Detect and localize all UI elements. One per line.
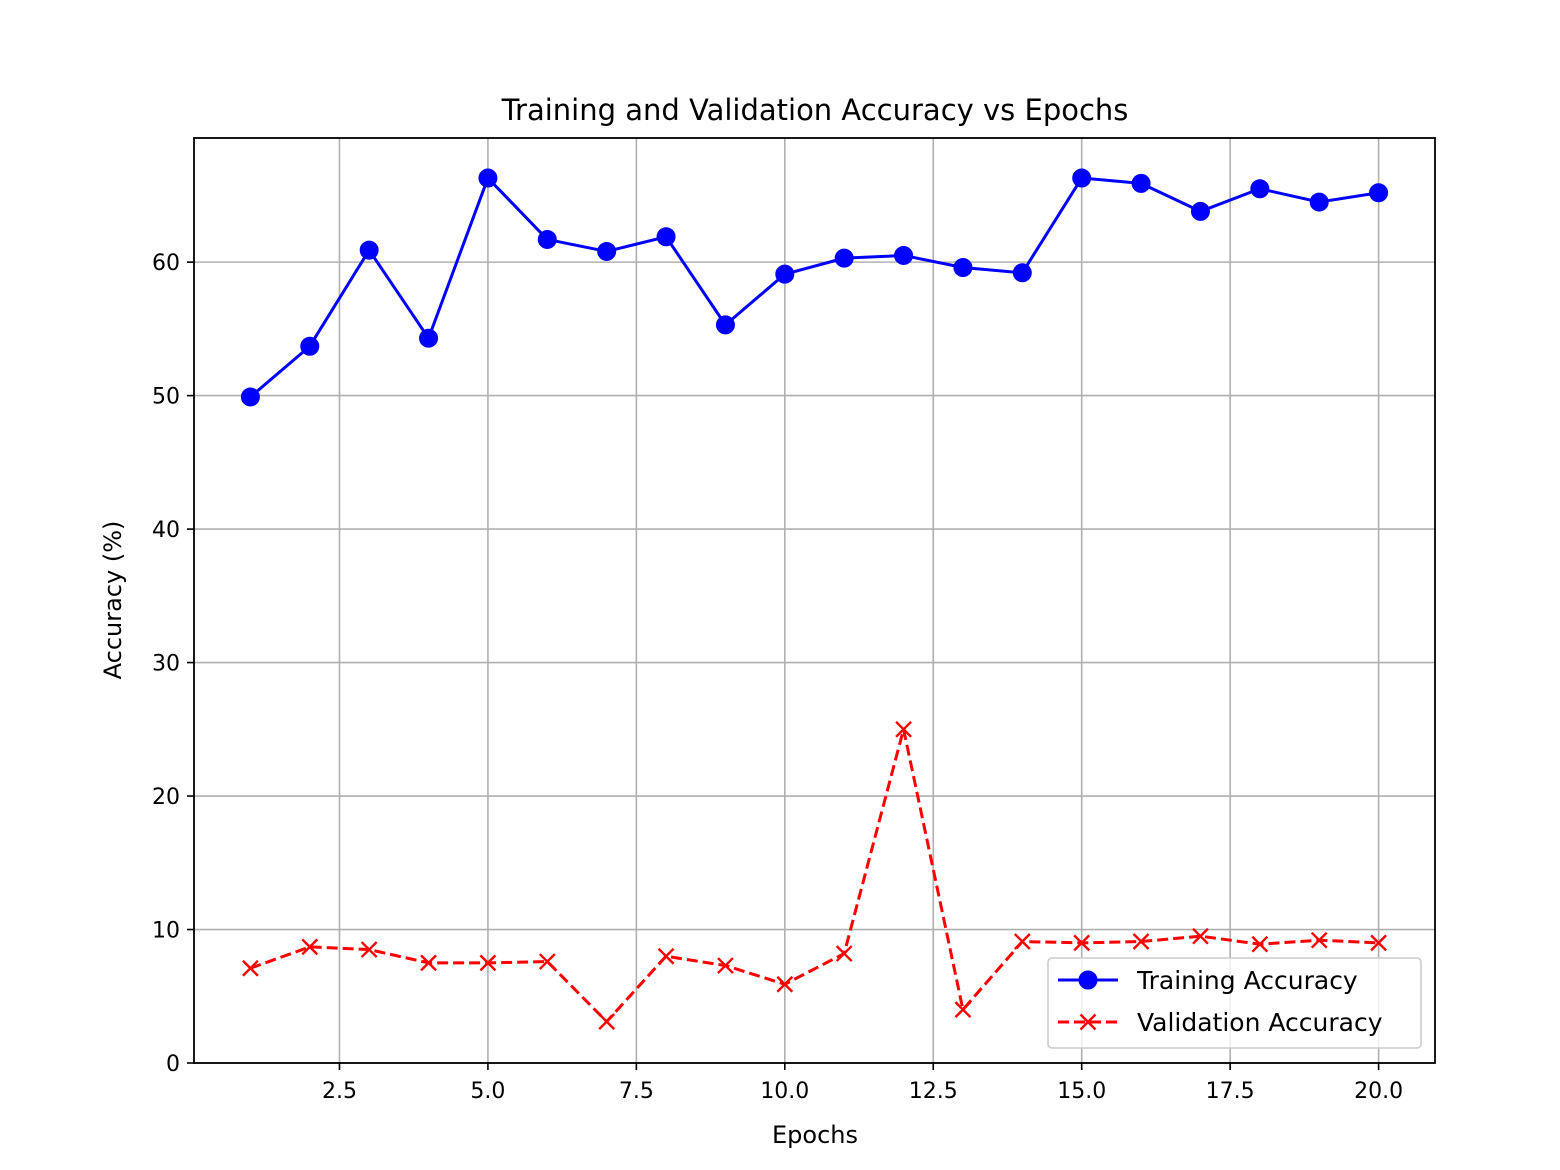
legend-box	[1047, 957, 1422, 1049]
data-point	[598, 1013, 616, 1030]
data-point	[1012, 263, 1032, 283]
x-axis: 2.5 5.0 7.5 10.0 12.5 15.0 17.5 20.0	[322, 1063, 1403, 1104]
data-point	[1192, 927, 1209, 945]
x-tick-label: 17.5	[1206, 1079, 1255, 1104]
data-point	[479, 954, 497, 972]
data-point	[835, 945, 853, 962]
y-tick-label: 0	[166, 1052, 180, 1077]
data-point	[1310, 931, 1328, 949]
data-point	[954, 1001, 972, 1018]
x-tick-label: 2.5	[322, 1079, 357, 1104]
data-point	[420, 954, 437, 972]
plot-frame	[193, 137, 1436, 1064]
data-point	[1250, 179, 1270, 199]
data-point	[717, 957, 734, 974]
data-point	[953, 257, 973, 277]
data-point	[240, 387, 260, 407]
data-point	[656, 227, 676, 247]
y-tick-label: 50	[152, 385, 180, 410]
data-point	[537, 229, 557, 249]
legend-item: Validation Accuracy	[1058, 1008, 1383, 1037]
data-point	[1079, 1013, 1097, 1031]
data-point	[1370, 934, 1387, 952]
data-point	[301, 938, 319, 956]
y-tick-label: 20	[152, 785, 180, 810]
data-point	[1078, 970, 1098, 990]
series-line	[249, 727, 1379, 1024]
data-point	[1251, 935, 1269, 953]
x-tick-label: 5.0	[470, 1079, 505, 1104]
data-point	[1072, 168, 1092, 188]
data-point	[894, 245, 914, 265]
y-tick-label: 60	[152, 251, 180, 276]
chart-title: Training and Validation Accuracy vs Epoc…	[501, 93, 1129, 127]
y-axis-label: Accuracy (%)	[99, 521, 127, 680]
data-point	[597, 241, 617, 261]
data-point	[1073, 934, 1091, 952]
series-training-accuracy	[240, 168, 1389, 407]
series-layer	[240, 168, 1389, 1030]
data-point	[895, 720, 912, 738]
legend-label: Validation Accuracy	[1137, 1008, 1383, 1037]
y-tick-label: 30	[152, 652, 180, 677]
data-point	[1309, 192, 1329, 212]
data-point	[538, 953, 556, 970]
data-point	[775, 264, 795, 284]
data-point	[300, 336, 320, 356]
data-point	[657, 947, 675, 965]
data-point	[1013, 933, 1031, 950]
data-point	[834, 248, 854, 268]
x-tick-label: 20.0	[1354, 1079, 1403, 1104]
y-tick-label: 10	[152, 919, 180, 944]
data-point	[1131, 173, 1151, 193]
data-point	[1132, 933, 1150, 950]
x-axis-label: Epochs	[772, 1121, 858, 1149]
y-axis: 0 10 20 30 40 50 60	[152, 251, 194, 1077]
data-point	[419, 328, 439, 348]
x-tick-label: 10.0	[760, 1079, 809, 1104]
series-validation-accuracy	[242, 720, 1387, 1030]
data-point	[1369, 183, 1389, 203]
data-point	[359, 240, 379, 260]
data-point	[715, 315, 735, 335]
data-point	[478, 168, 498, 188]
data-point	[776, 975, 794, 993]
legend-label: Training Accuracy	[1136, 966, 1358, 995]
y-tick-label: 40	[152, 518, 180, 543]
data-point	[360, 941, 378, 958]
x-tick-label: 12.5	[909, 1079, 958, 1104]
data-point	[242, 959, 259, 977]
legend-item: Training Accuracy	[1058, 966, 1358, 995]
x-tick-label: 7.5	[619, 1079, 654, 1104]
legend: Training Accuracy Validation Accuracy	[1047, 957, 1422, 1049]
x-tick-label: 15.0	[1057, 1079, 1106, 1104]
series-line	[249, 176, 1379, 399]
data-point	[1190, 201, 1210, 221]
